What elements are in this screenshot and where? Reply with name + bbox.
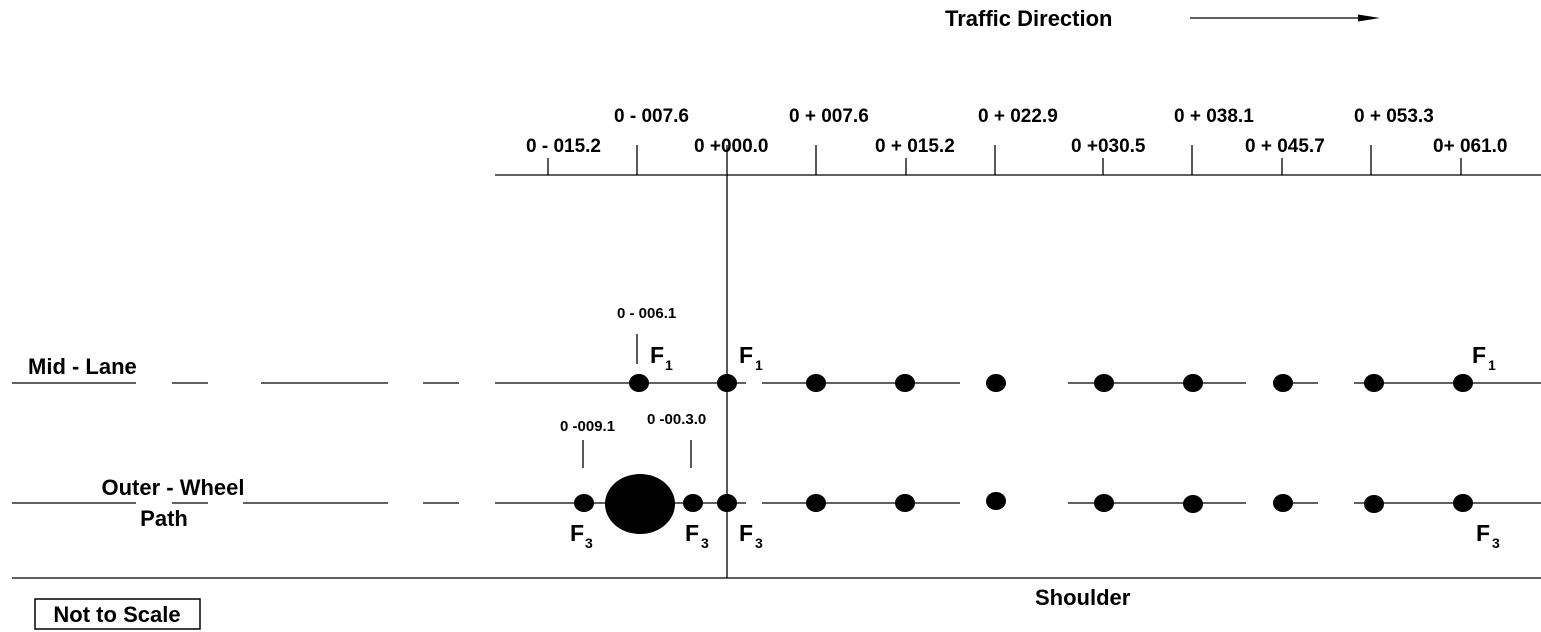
svg-text:1: 1 (665, 357, 673, 373)
fwd-label-f1: F 1 (1472, 342, 1496, 373)
svg-text:F: F (1476, 520, 1490, 546)
svg-text:3: 3 (755, 535, 763, 551)
station-label: 0 +030.5 (1071, 136, 1146, 157)
fwd-label-f1: F 1 (739, 342, 763, 373)
outer-wheel-path-label-2: Path (140, 506, 188, 531)
station-label: 0 + 045.7 (1245, 136, 1325, 157)
core-location-marker (605, 474, 675, 534)
outer-right-offset-label: 0 -00.3.0 (647, 411, 706, 428)
test-point (986, 492, 1006, 510)
test-point (1183, 495, 1203, 513)
svg-text:F: F (685, 520, 699, 546)
test-point (1453, 374, 1473, 392)
svg-text:F: F (570, 520, 584, 546)
fwd-label-f3: F 3 (1476, 520, 1500, 551)
station-label: 0 - 007.6 (614, 106, 689, 127)
station-label: 0 + 015.2 (875, 136, 955, 157)
mid-lane-test-points (629, 374, 1473, 392)
shoulder-label: Shoulder (1035, 585, 1131, 610)
test-point (895, 374, 915, 392)
right-arrow-icon (1190, 14, 1380, 22)
svg-text:3: 3 (701, 535, 709, 551)
station-ticks (547, 145, 1462, 175)
outer-wheel-path-test-points (574, 474, 1473, 534)
test-point (1273, 374, 1293, 392)
test-point (1364, 374, 1384, 392)
test-point (1453, 494, 1473, 512)
station-label: 0+ 061.0 (1433, 136, 1508, 157)
test-point (683, 494, 703, 512)
svg-text:3: 3 (585, 535, 593, 551)
fwd-label-f3: F 3 (685, 520, 709, 551)
test-point (986, 374, 1006, 392)
fwd-label-f1: F 1 (650, 342, 673, 373)
svg-text:1: 1 (755, 357, 763, 373)
test-point (717, 494, 737, 512)
test-point (629, 374, 649, 392)
test-point (574, 494, 594, 512)
outer-left-offset-label: 0 -009.1 (560, 418, 615, 435)
test-point (1094, 494, 1114, 512)
station-label: 0 +000.0 (694, 136, 769, 157)
svg-text:F: F (1472, 342, 1486, 368)
traffic-direction-label: Traffic Direction (945, 6, 1112, 31)
mid-lane-offset-label: 0 - 006.1 (617, 305, 676, 322)
svg-text:F: F (650, 342, 664, 368)
station-label: 0 + 007.6 (789, 106, 869, 127)
fwd-label-f3: F 3 (739, 520, 763, 551)
test-point (806, 494, 826, 512)
mid-lane-label: Mid - Lane (28, 354, 137, 379)
station-label: 0 + 022.9 (978, 106, 1058, 127)
test-point (1273, 494, 1293, 512)
test-point (895, 494, 915, 512)
svg-text:3: 3 (1492, 535, 1500, 551)
test-point (1094, 374, 1114, 392)
outer-wheel-path-label: Outer - Wheel (101, 475, 244, 500)
svg-text:F: F (739, 342, 753, 368)
svg-text:1: 1 (1488, 357, 1496, 373)
not-to-scale-box (34, 598, 201, 630)
test-point (806, 374, 826, 392)
test-point (717, 374, 737, 392)
test-point (1183, 374, 1203, 392)
test-point (1364, 495, 1384, 513)
not-to-scale-label: Not to Scale (53, 602, 180, 627)
station-label: 0 - 015.2 (526, 136, 601, 157)
station-label: 0 + 053.3 (1354, 106, 1434, 127)
fwd-label-f3: F 3 (570, 520, 593, 551)
station-label: 0 + 038.1 (1174, 106, 1254, 127)
svg-text:F: F (739, 520, 753, 546)
